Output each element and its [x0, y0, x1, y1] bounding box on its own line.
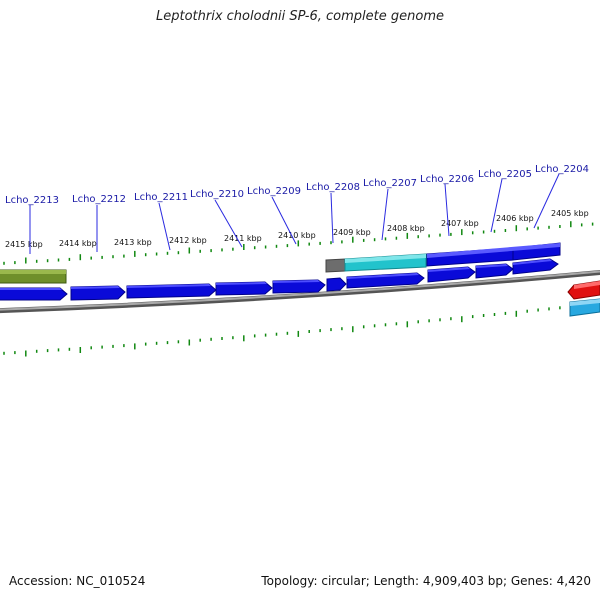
leader-line [444, 183, 450, 237]
gene-feature-blue[interactable] [70, 285, 126, 301]
gene-label: Lcho_2209 [247, 186, 301, 197]
gene-feature-olive-highlight [0, 270, 66, 274]
gene-feature-blue-highlight [427, 243, 560, 258]
leader-line [490, 178, 503, 233]
gene-label: Lcho_2207 [363, 178, 417, 189]
lower-track-highlight [0, 259, 552, 290]
gene-feature-blue[interactable] [272, 279, 326, 294]
lower-gene-track [0, 258, 559, 301]
kbp-label: 2412 kbp [169, 236, 207, 245]
gene-feature-gray[interactable] [325, 258, 346, 273]
gene-label: Lcho_2208 [306, 182, 360, 193]
leader-line [214, 199, 243, 248]
kbp-label: 2406 kbp [496, 214, 534, 223]
upper-gene-track [0, 242, 561, 284]
gene-feature-blue[interactable] [215, 281, 273, 296]
gene-label: Lcho_2213 [5, 195, 59, 206]
gene-label: Lcho_2205 [478, 169, 532, 180]
gene-feature-cyan-highlight [345, 254, 426, 263]
gene-feature-light-blue-highlight [570, 299, 600, 306]
lower-tick-row [3, 302, 594, 357]
gene-feature-blue[interactable] [326, 277, 347, 292]
leader-line [271, 196, 297, 245]
kbp-label: 2414 kbp [59, 239, 97, 248]
leader-line [381, 188, 389, 241]
kbp-label: 2413 kbp [114, 238, 152, 247]
leader-line [533, 173, 560, 229]
gene-label: Lcho_2204 [535, 164, 589, 175]
kbp-label: 2407 kbp [441, 219, 479, 228]
genome-backbone-highlight [0, 270, 600, 311]
gene-label: Lcho_2210 [190, 189, 244, 200]
kbp-labels: 2415 kbp 2414 kbp 2413 kbp 2412 kbp 2411… [5, 209, 589, 249]
kbp-label: 2408 kbp [387, 224, 425, 233]
kbp-label: 2410 kbp [278, 231, 316, 240]
gene-labels: Lcho_2213 Lcho_2212 Lcho_2211 Lcho_2210 … [5, 164, 589, 206]
kbp-label: 2415 kbp [5, 240, 43, 249]
upper-tick-row [3, 221, 594, 265]
gene-label: Lcho_2212 [72, 194, 126, 205]
genome-summary: Topology: circular; Length: 4,909,403 bp… [261, 574, 591, 588]
leader-line [158, 202, 171, 251]
gene-label: Lcho_2211 [134, 192, 188, 203]
gene-feature-red-highlight [574, 281, 600, 289]
leader-line [330, 192, 334, 244]
right-edge-features [567, 280, 600, 317]
gene-label: Lcho_2206 [420, 174, 474, 185]
genome-title: Leptothrix cholodnii SP-6, complete geno… [156, 9, 444, 24]
kbp-label: 2405 kbp [551, 209, 589, 218]
kbp-label: 2409 kbp [333, 228, 371, 237]
kbp-label: 2411 kbp [224, 234, 262, 243]
leader-lines [29, 173, 560, 254]
accession-label: Accession: NC_010524 [9, 574, 146, 588]
